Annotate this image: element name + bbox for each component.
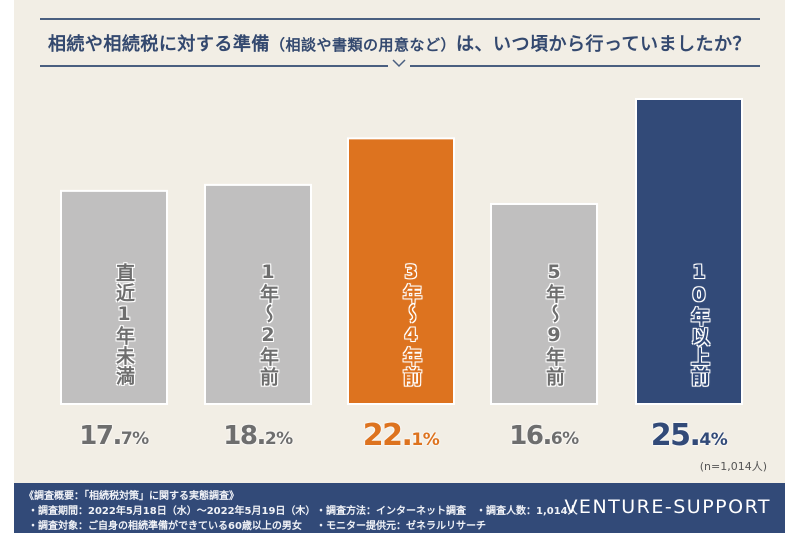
survey-target: ・調査対象：ご自身の相続準備ができている60歳以上の男女 (28, 521, 302, 532)
value-label: 16.6% (484, 421, 604, 451)
value-integer: 22. (362, 418, 413, 453)
value-label: 25.4% (629, 418, 749, 453)
value-label: 22.1% (341, 418, 461, 453)
value-integer: 18. (223, 421, 266, 451)
title-tail: は、いつ頃から行っていましたか？ (455, 34, 752, 55)
chevron-down-icon (392, 59, 406, 68)
title-main: 相続や相続税に対する準備 (47, 34, 270, 55)
survey-provider: ・モニター提供元：ゼネラルリサーチ (316, 521, 486, 532)
value-decimal: 6% (550, 429, 579, 449)
title-top-rule (40, 18, 760, 20)
survey-footer: 《調査概要：「相続税対策」に関する実態調査》 ・調査期間：2022年5月18日（… (14, 483, 785, 533)
chart-title: 相続や相続税に対する準備（相談や書類の用意など）は、いつ頃から行っていましたか？ (14, 30, 785, 56)
category-label: 3年〜4年前 (400, 261, 422, 387)
value-integer: 17. (79, 421, 122, 451)
bar-chart (60, 98, 743, 405)
survey-method: ・調査方法：インターネット調査 (316, 506, 466, 517)
bar-4 (492, 204, 596, 403)
title-bottom-rule-left (40, 65, 388, 67)
brand-logo-text: VENTURE-SUPPORT (564, 496, 771, 518)
value-decimal: 7% (120, 429, 149, 449)
infographic-panel: 相続や相続税に対する準備（相談や書類の用意など）は、いつ頃から行っていましたか？… (14, 0, 785, 533)
category-label: 1年〜2年前 (257, 261, 279, 387)
value-decimal: 4% (699, 430, 728, 450)
category-label: 10年以上前 (688, 261, 710, 387)
sample-size-note: (n=1,014人) (699, 460, 767, 473)
value-decimal: 2% (264, 429, 293, 449)
title-paren: （相談や書類の用意など） (269, 36, 456, 54)
value-decimal: 1% (411, 430, 440, 450)
value-label: 18.2% (198, 421, 318, 451)
survey-title: 《調査概要：「相続税対策」に関する実態調査》 (24, 491, 239, 502)
title-bottom-rule-right (410, 65, 760, 67)
value-integer: 16. (509, 421, 552, 451)
survey-count: ・調査人数：1,014人 (476, 506, 578, 517)
category-label: 直近1年未満 (113, 262, 135, 386)
value-integer: 25. (650, 418, 701, 453)
category-label: 5年〜9年前 (543, 261, 565, 387)
bar-1 (62, 191, 166, 403)
survey-period: ・調査期間：2022年5月18日（水）〜2022年5月19日（木） (28, 506, 316, 517)
bar-2 (206, 185, 310, 403)
value-label: 17.7% (54, 421, 174, 451)
bar-5 (637, 100, 741, 403)
bar-3 (349, 139, 453, 403)
